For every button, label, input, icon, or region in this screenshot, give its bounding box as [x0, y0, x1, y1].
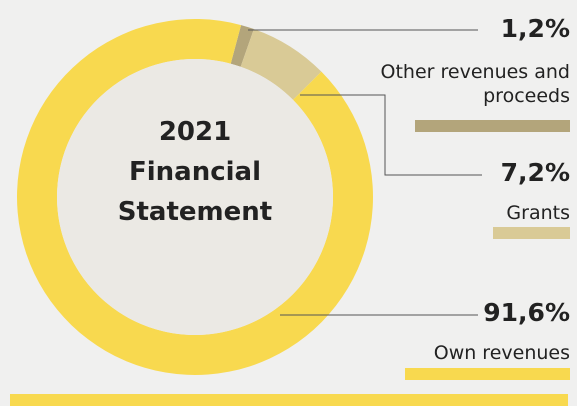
value-label: 7,2% [500, 158, 570, 187]
category-label: Other revenues and proceeds [380, 61, 570, 107]
category-label: Grants [506, 202, 570, 224]
legend-swatch [493, 227, 570, 239]
legend-swatch [405, 368, 570, 380]
value-label: 91,6% [483, 298, 570, 327]
leader-line [300, 94, 482, 176]
bottom-band [10, 394, 568, 406]
donut-slice [230, 25, 254, 67]
donut-slice [240, 29, 322, 100]
legend-swatch [415, 120, 570, 132]
value-label: 1,2% [500, 14, 570, 43]
donut-hole [57, 59, 333, 335]
chart-title: 2021 Financial Statement [117, 117, 273, 227]
category-label: Own revenues [433, 342, 570, 364]
